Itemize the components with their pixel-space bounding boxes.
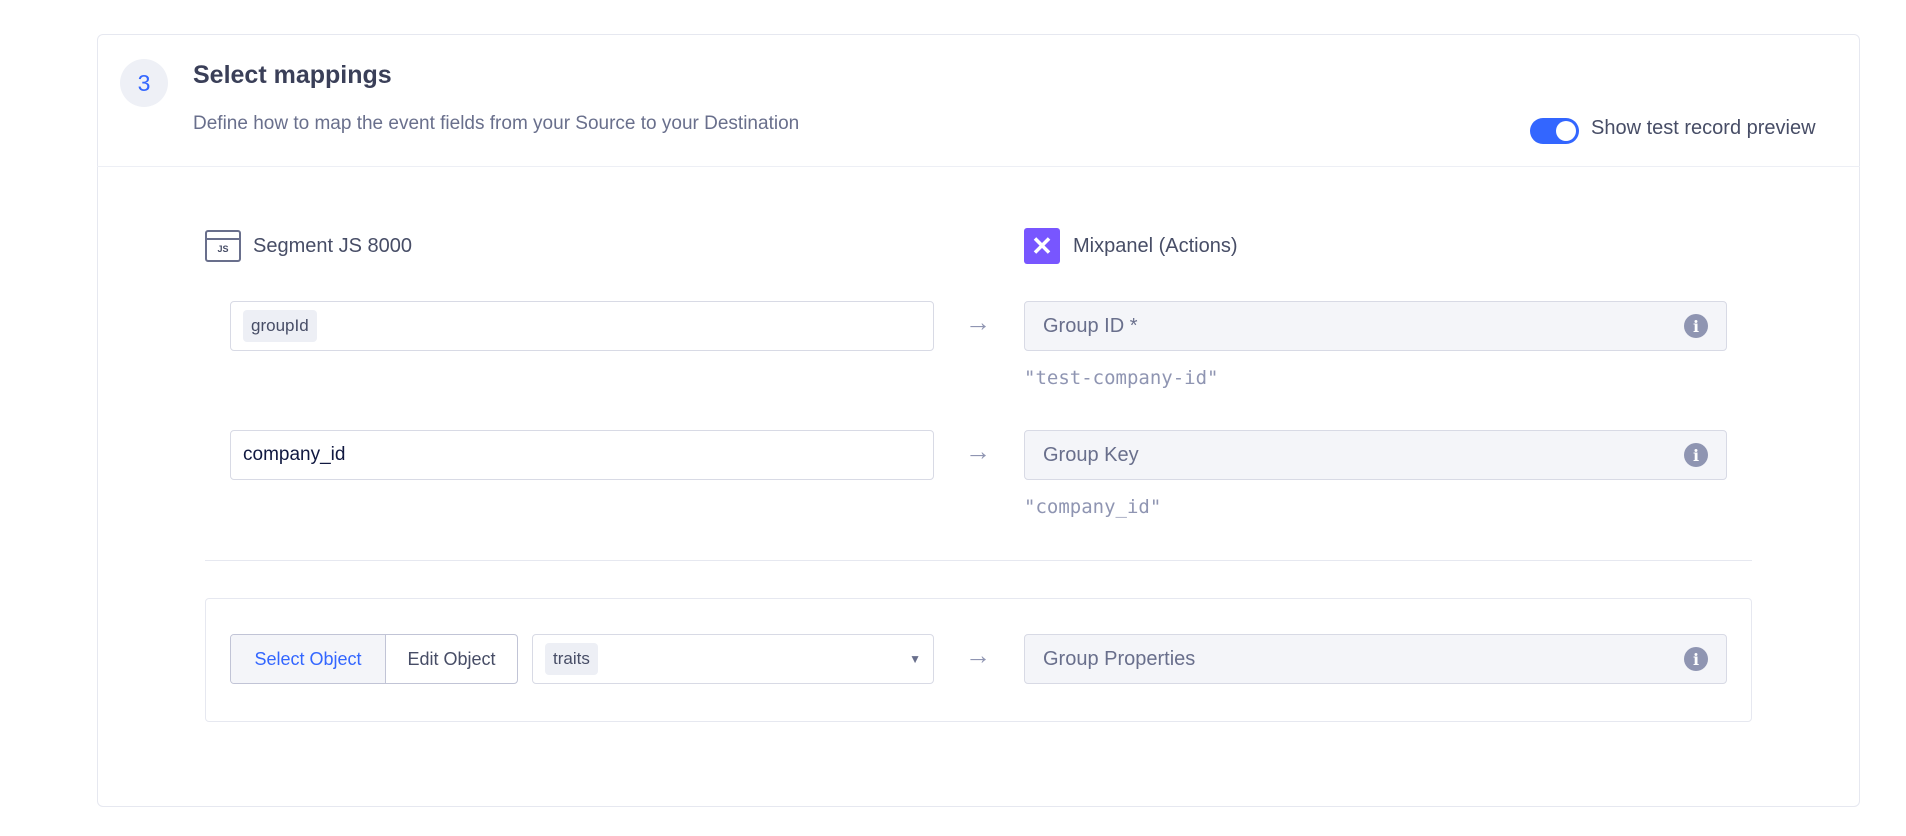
section-divider	[205, 560, 1752, 561]
caret-down-icon: ▼	[909, 652, 921, 666]
step-number: 3	[120, 59, 168, 107]
page-subtitle: Define how to map the event fields from …	[193, 113, 800, 134]
toggle-label: Show test record preview	[1591, 117, 1816, 139]
source-name: Segment JS 8000	[253, 234, 412, 257]
source-value: company_id	[243, 444, 346, 465]
select-object-button[interactable]: Select Object	[231, 635, 386, 683]
header-divider	[97, 166, 1860, 167]
arrow-right-icon: →	[965, 640, 991, 670]
object-mapping-box	[205, 598, 1752, 722]
edit-object-button[interactable]: Edit Object	[407, 648, 496, 669]
arrow-right-icon: →	[965, 436, 991, 466]
object-mode-toggle: Select Object Edit Object	[230, 634, 518, 684]
destination-name: Mixpanel (Actions)	[1073, 234, 1238, 257]
info-icon[interactable]: i	[1684, 647, 1708, 671]
target-label: Group ID *	[1043, 314, 1138, 337]
page-title: Select mappings	[193, 61, 392, 89]
toggle-knob	[1556, 121, 1576, 141]
group-key-target-field: Group Key i	[1024, 430, 1727, 480]
preview-value: "company_id"	[1024, 496, 1162, 518]
source-heading: JS Segment JS 8000	[205, 230, 412, 262]
test-record-preview-toggle[interactable]	[1530, 118, 1579, 144]
traits-dropdown[interactable]: traits ▼	[532, 634, 934, 684]
target-label: Group Key	[1043, 443, 1139, 466]
info-icon[interactable]: i	[1684, 443, 1708, 467]
destination-heading: ✕ Mixpanel (Actions)	[1024, 228, 1238, 264]
group-properties-target-field: Group Properties i	[1024, 634, 1727, 684]
source-pill: traits	[545, 643, 598, 675]
js-source-icon: JS	[205, 230, 241, 262]
preview-value: "test-company-id"	[1024, 367, 1219, 389]
arrow-right-icon: →	[965, 307, 991, 337]
group-key-source-input[interactable]: company_id	[230, 430, 934, 480]
target-label: Group Properties	[1043, 647, 1196, 670]
source-pill: groupId	[243, 310, 317, 342]
group-id-source-input[interactable]: groupId	[230, 301, 934, 351]
mixpanel-logo-icon: ✕	[1024, 228, 1060, 264]
group-id-target-field: Group ID * i	[1024, 301, 1727, 351]
info-icon[interactable]: i	[1684, 314, 1708, 338]
